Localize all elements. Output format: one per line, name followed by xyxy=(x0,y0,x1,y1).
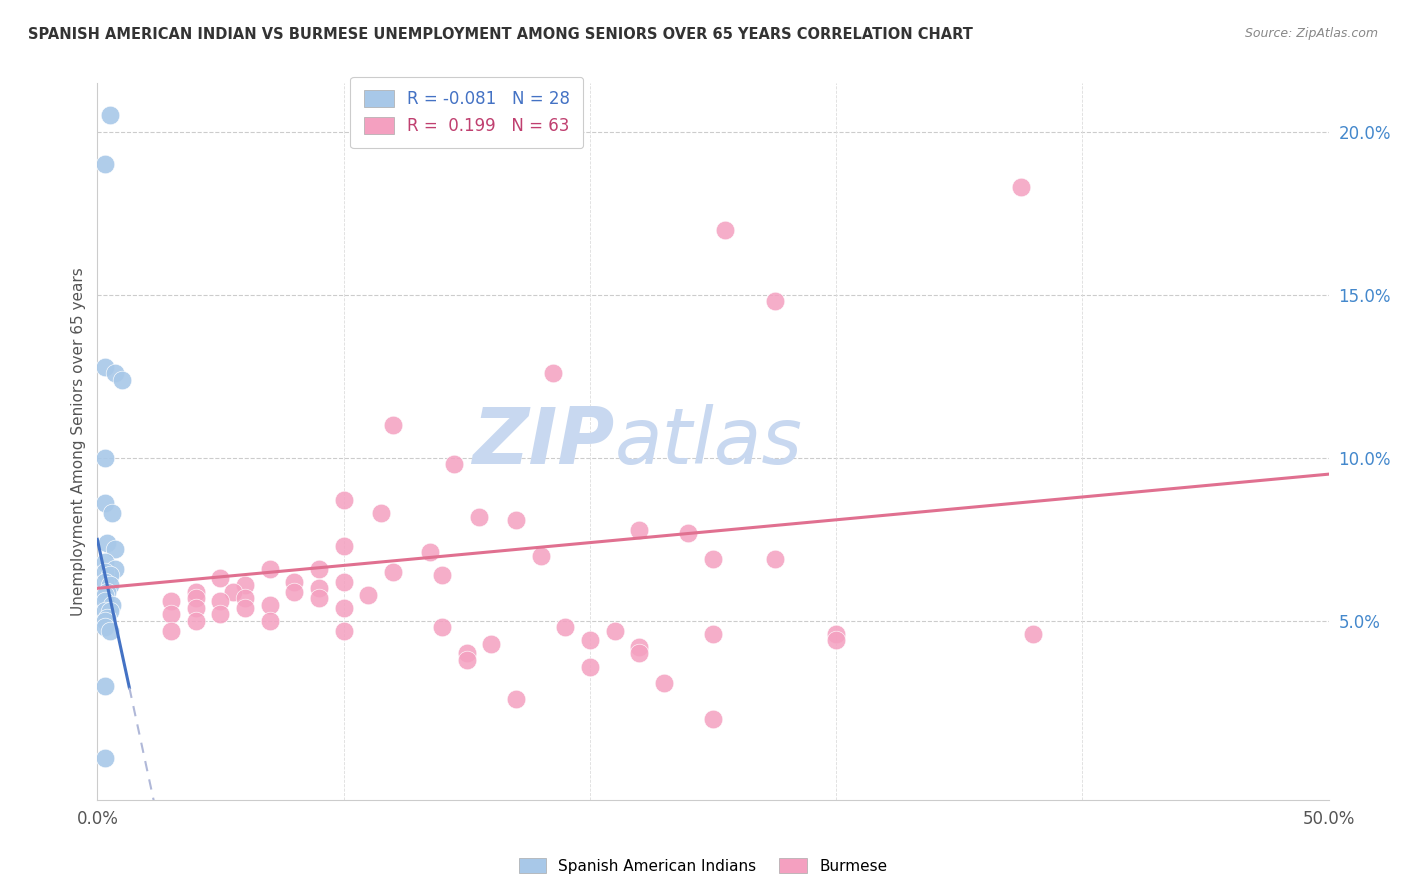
Point xyxy=(530,549,553,563)
Point xyxy=(430,568,453,582)
Point xyxy=(481,637,503,651)
Point xyxy=(93,604,115,618)
Point xyxy=(96,584,118,599)
Point xyxy=(763,294,786,309)
Point xyxy=(209,607,232,622)
Point xyxy=(93,588,115,602)
Point xyxy=(702,627,724,641)
Legend: Spanish American Indians, Burmese: Spanish American Indians, Burmese xyxy=(513,852,893,880)
Point xyxy=(93,751,115,765)
Point xyxy=(93,620,115,634)
Point xyxy=(233,591,256,605)
Point xyxy=(160,607,183,622)
Point xyxy=(98,568,121,582)
Point xyxy=(381,565,404,579)
Point xyxy=(332,493,354,508)
Point xyxy=(101,506,124,520)
Point xyxy=(111,373,134,387)
Point xyxy=(825,627,848,641)
Point xyxy=(160,624,183,638)
Point xyxy=(259,598,281,612)
Point xyxy=(456,653,478,667)
Point xyxy=(283,584,305,599)
Point xyxy=(628,640,651,654)
Point xyxy=(554,620,576,634)
Point xyxy=(443,458,465,472)
Point xyxy=(505,513,527,527)
Point xyxy=(184,584,207,599)
Point xyxy=(308,562,330,576)
Point xyxy=(702,552,724,566)
Point xyxy=(381,418,404,433)
Point xyxy=(332,624,354,638)
Point xyxy=(98,604,121,618)
Point xyxy=(419,545,441,559)
Text: ZIP: ZIP xyxy=(472,403,614,480)
Point xyxy=(184,591,207,605)
Point xyxy=(1022,627,1045,641)
Point xyxy=(579,659,602,673)
Point xyxy=(714,222,737,236)
Point xyxy=(184,600,207,615)
Point xyxy=(825,633,848,648)
Point xyxy=(98,578,121,592)
Text: SPANISH AMERICAN INDIAN VS BURMESE UNEMPLOYMENT AMONG SENIORS OVER 65 YEARS CORR: SPANISH AMERICAN INDIAN VS BURMESE UNEMP… xyxy=(28,27,973,42)
Point xyxy=(93,679,115,693)
Point xyxy=(233,578,256,592)
Point xyxy=(98,624,121,638)
Point xyxy=(628,647,651,661)
Point xyxy=(357,588,380,602)
Point xyxy=(93,555,115,569)
Point xyxy=(104,542,127,557)
Point xyxy=(628,523,651,537)
Text: atlas: atlas xyxy=(614,403,803,480)
Point xyxy=(93,594,115,608)
Point xyxy=(1010,180,1032,194)
Point xyxy=(603,624,626,638)
Point xyxy=(160,594,183,608)
Point xyxy=(222,584,245,599)
Point xyxy=(259,614,281,628)
Point xyxy=(702,712,724,726)
Point xyxy=(104,366,127,380)
Point xyxy=(430,620,453,634)
Point xyxy=(96,535,118,549)
Point xyxy=(104,562,127,576)
Point xyxy=(308,581,330,595)
Point xyxy=(93,450,115,465)
Point xyxy=(209,594,232,608)
Point xyxy=(93,565,115,579)
Point xyxy=(98,108,121,122)
Point xyxy=(541,366,564,380)
Point xyxy=(184,614,207,628)
Legend: R = -0.081   N = 28, R =  0.199   N = 63: R = -0.081 N = 28, R = 0.199 N = 63 xyxy=(350,77,583,148)
Point xyxy=(763,552,786,566)
Point xyxy=(652,676,675,690)
Point xyxy=(468,509,491,524)
Point xyxy=(93,574,115,589)
Point xyxy=(332,574,354,589)
Point xyxy=(505,692,527,706)
Point xyxy=(678,525,700,540)
Point xyxy=(209,572,232,586)
Y-axis label: Unemployment Among Seniors over 65 years: Unemployment Among Seniors over 65 years xyxy=(72,268,86,615)
Point xyxy=(93,614,115,628)
Point xyxy=(93,359,115,374)
Point xyxy=(101,598,124,612)
Point xyxy=(332,600,354,615)
Point xyxy=(370,506,392,520)
Point xyxy=(93,157,115,171)
Point xyxy=(456,647,478,661)
Point xyxy=(259,562,281,576)
Point xyxy=(233,600,256,615)
Point xyxy=(93,496,115,510)
Point xyxy=(283,574,305,589)
Text: Source: ZipAtlas.com: Source: ZipAtlas.com xyxy=(1244,27,1378,40)
Point xyxy=(579,633,602,648)
Point xyxy=(308,591,330,605)
Point xyxy=(332,539,354,553)
Point xyxy=(96,610,118,624)
